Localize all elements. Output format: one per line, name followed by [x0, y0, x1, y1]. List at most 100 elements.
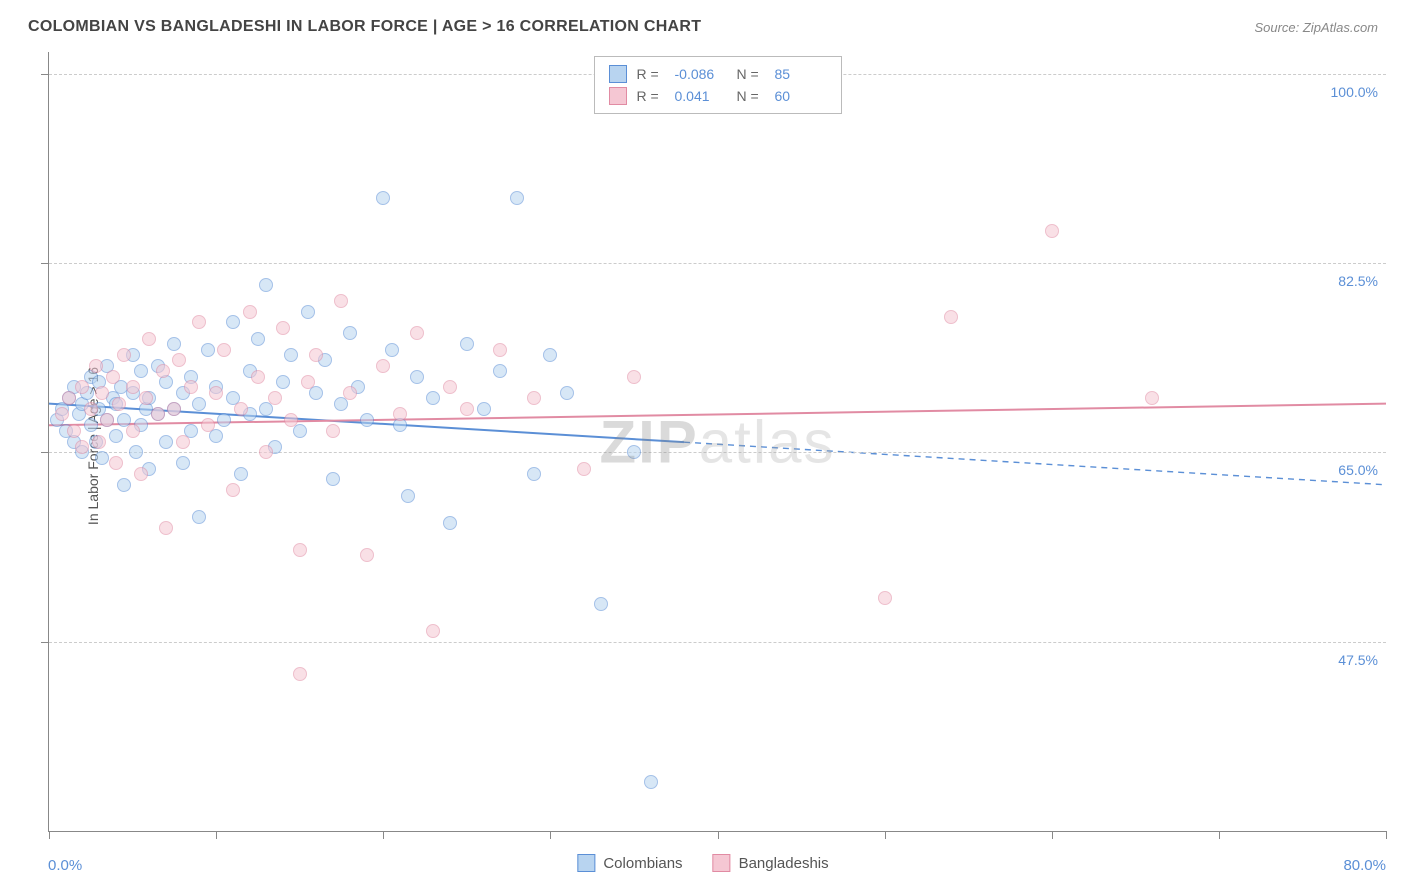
y-tick: [41, 74, 49, 75]
data-point: [251, 370, 265, 384]
gridline: [49, 642, 1386, 643]
data-point: [326, 472, 340, 486]
data-point: [234, 467, 248, 481]
data-point: [410, 326, 424, 340]
data-point: [117, 348, 131, 362]
correlation-legend: R = -0.086 N = 85 R = 0.041 N = 60: [594, 56, 842, 114]
data-point: [95, 386, 109, 400]
data-point: [167, 402, 181, 416]
data-point: [234, 402, 248, 416]
data-point: [62, 391, 76, 405]
data-point: [527, 467, 541, 481]
x-tick: [216, 831, 217, 839]
data-point: [139, 391, 153, 405]
swatch-colombians-icon: [577, 854, 595, 872]
x-tick: [1219, 831, 1220, 839]
data-point: [493, 343, 507, 357]
data-point: [209, 386, 223, 400]
data-point: [334, 294, 348, 308]
data-point: [106, 370, 120, 384]
data-point: [343, 386, 357, 400]
data-point: [543, 348, 557, 362]
y-tick: [41, 642, 49, 643]
data-point: [360, 413, 374, 427]
data-point: [159, 521, 173, 535]
chart-header: COLOMBIAN VS BANGLADESHI IN LABOR FORCE …: [0, 0, 1406, 46]
trend-lines: [49, 52, 1386, 831]
gridline: [49, 263, 1386, 264]
watermark: ZIPatlas: [599, 407, 835, 476]
data-point: [126, 380, 140, 394]
data-point: [1145, 391, 1159, 405]
data-point: [276, 375, 290, 389]
data-point: [268, 391, 282, 405]
data-point: [460, 402, 474, 416]
data-point: [217, 413, 231, 427]
legend-row-bangladeshis: R = 0.041 N = 60: [609, 85, 827, 107]
data-point: [443, 380, 457, 394]
x-axis-label-end: 80.0%: [1343, 857, 1386, 874]
data-point: [75, 440, 89, 454]
data-point: [134, 467, 148, 481]
y-tick: [41, 452, 49, 453]
data-point: [134, 364, 148, 378]
data-point: [226, 315, 240, 329]
data-point: [627, 445, 641, 459]
legend-item-colombians: Colombians: [577, 854, 682, 872]
data-point: [142, 332, 156, 346]
data-point: [627, 370, 641, 384]
y-tick-label: 47.5%: [1338, 652, 1378, 668]
data-point: [309, 348, 323, 362]
x-tick: [1052, 831, 1053, 839]
data-point: [276, 321, 290, 335]
data-point: [878, 591, 892, 605]
data-point: [126, 424, 140, 438]
data-point: [55, 407, 69, 421]
y-tick-label: 82.5%: [1338, 273, 1378, 289]
legend-item-bangladeshis: Bangladeshis: [713, 854, 829, 872]
data-point: [493, 364, 507, 378]
data-point: [426, 624, 440, 638]
data-point: [1045, 224, 1059, 238]
data-point: [251, 332, 265, 346]
data-point: [577, 462, 591, 476]
data-point: [156, 364, 170, 378]
data-point: [75, 380, 89, 394]
data-point: [129, 445, 143, 459]
data-point: [89, 359, 103, 373]
x-tick: [383, 831, 384, 839]
data-point: [644, 775, 658, 789]
chart-title: COLOMBIAN VS BANGLADESHI IN LABOR FORCE …: [28, 18, 701, 36]
data-point: [376, 359, 390, 373]
data-point: [172, 353, 186, 367]
data-point: [284, 413, 298, 427]
data-point: [510, 191, 524, 205]
data-point: [560, 386, 574, 400]
data-point: [259, 445, 273, 459]
data-point: [192, 315, 206, 329]
y-tick-label: 65.0%: [1338, 462, 1378, 478]
swatch-bangladeshis: [609, 87, 627, 105]
data-point: [95, 451, 109, 465]
data-point: [426, 391, 440, 405]
legend-row-colombians: R = -0.086 N = 85: [609, 63, 827, 85]
data-point: [201, 343, 215, 357]
data-point: [176, 435, 190, 449]
data-point: [84, 402, 98, 416]
x-axis-label-start: 0.0%: [48, 857, 82, 874]
y-tick-label: 100.0%: [1331, 84, 1378, 100]
data-point: [944, 310, 958, 324]
data-point: [360, 548, 374, 562]
data-point: [385, 343, 399, 357]
data-point: [259, 278, 273, 292]
data-point: [117, 478, 131, 492]
data-point: [460, 337, 474, 351]
data-point: [293, 667, 307, 681]
data-point: [477, 402, 491, 416]
scatter-chart: ZIPatlas R = -0.086 N = 85 R = 0.041 N =…: [48, 52, 1386, 832]
x-tick: [550, 831, 551, 839]
data-point: [151, 407, 165, 421]
data-point: [594, 597, 608, 611]
data-point: [109, 429, 123, 443]
data-point: [167, 337, 181, 351]
